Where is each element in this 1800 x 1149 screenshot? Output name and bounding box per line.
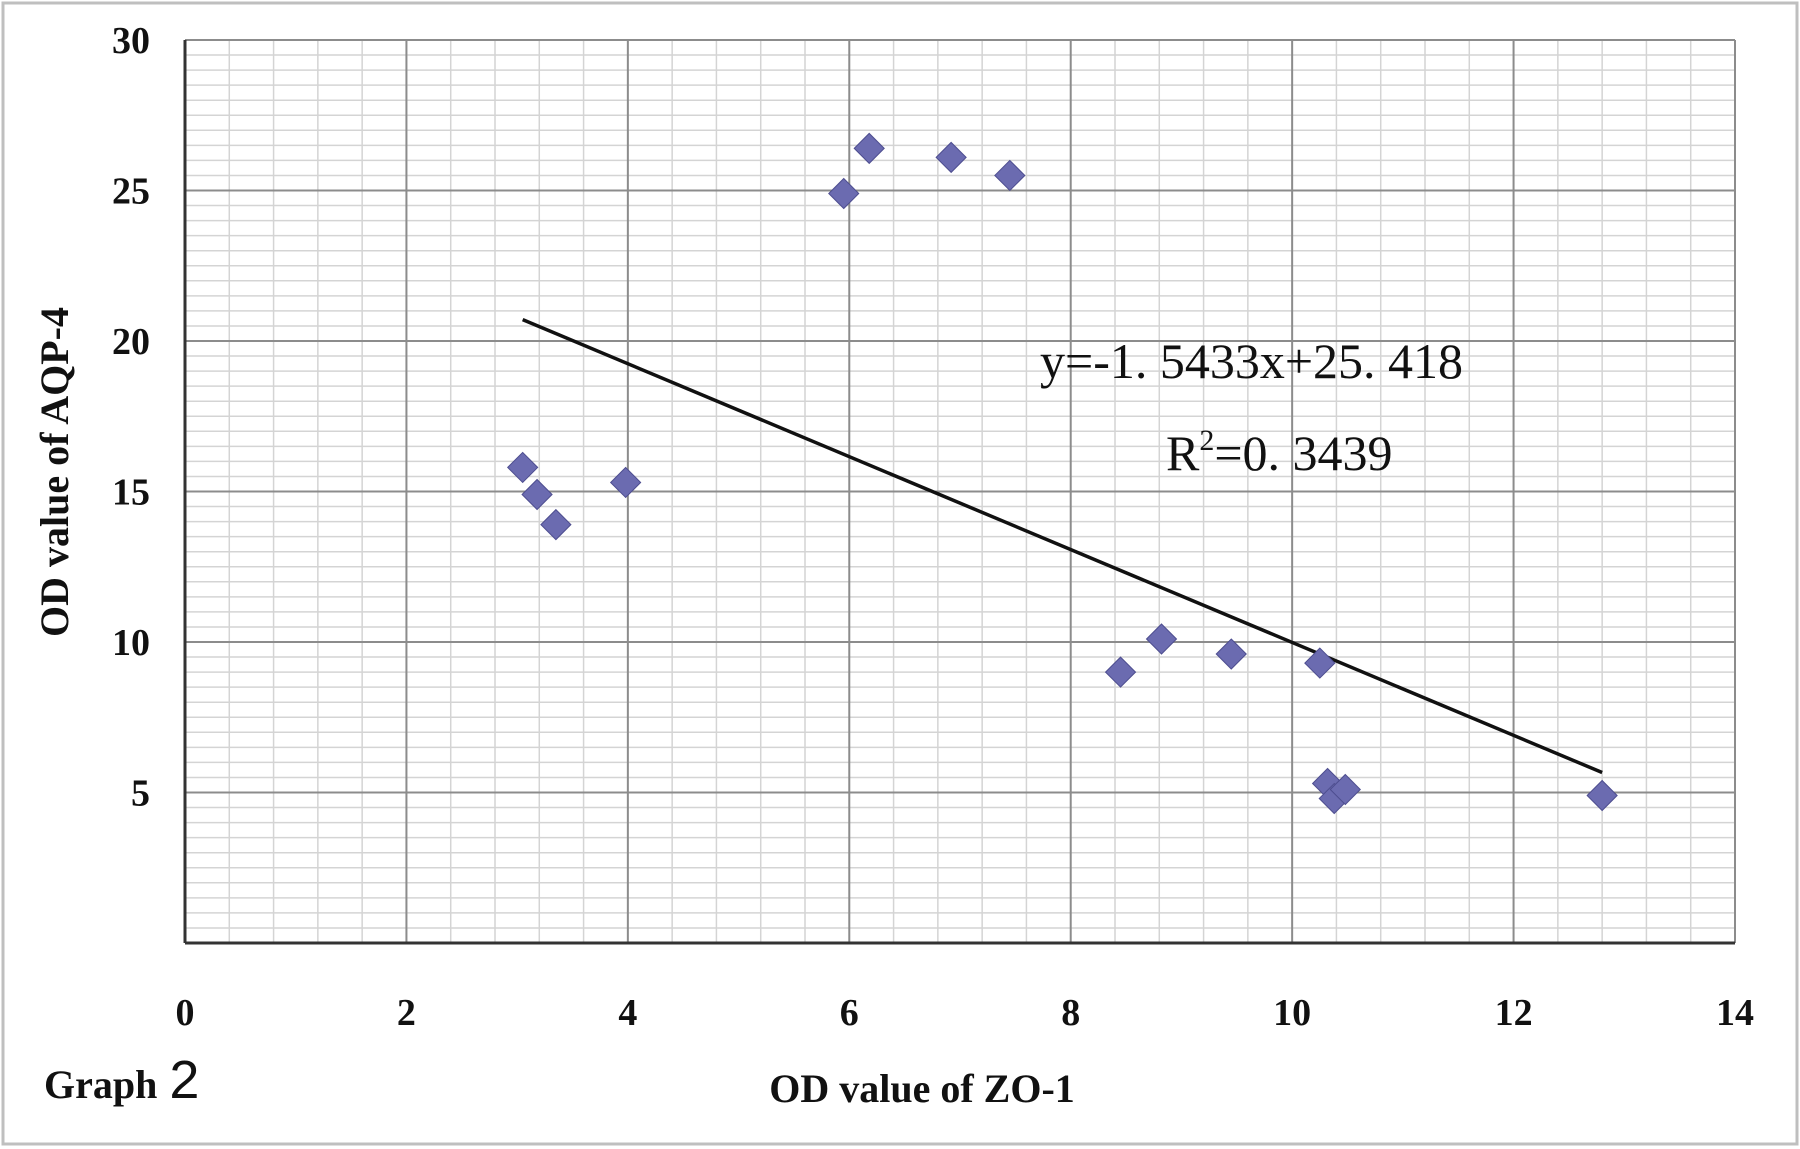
x-tick-label: 14 bbox=[1716, 992, 1754, 1034]
scatter-point bbox=[1329, 773, 1361, 806]
scatter-point bbox=[994, 159, 1026, 192]
x-tick-label: 6 bbox=[840, 992, 859, 1034]
scatter-point bbox=[1145, 623, 1178, 655]
trendline-group bbox=[522, 317, 1603, 775]
r-squared-value: =0. 3439 bbox=[1214, 425, 1392, 481]
y-axis-title: OD value of AQP-4 bbox=[32, 307, 77, 637]
y-tick-label: 10 bbox=[112, 622, 150, 664]
scatter-point bbox=[828, 177, 860, 210]
graph-caption-number: 2 bbox=[169, 1050, 199, 1110]
scatter-point bbox=[609, 466, 642, 499]
y-tick-label: 5 bbox=[131, 773, 150, 815]
scatter-point bbox=[540, 508, 572, 541]
x-tick-label: 12 bbox=[1495, 992, 1533, 1034]
x-tick-label: 0 bbox=[176, 992, 195, 1034]
axes bbox=[183, 40, 1735, 945]
y-tick-label: 15 bbox=[112, 472, 150, 514]
scatter-point bbox=[1586, 779, 1618, 812]
x-tick-labels: 0 2 4 6 8 10 12 14 bbox=[176, 992, 1755, 1034]
y-tick-labels: 5 10 15 20 25 30 bbox=[112, 20, 150, 815]
graph-caption: Graph 2 bbox=[44, 1050, 199, 1110]
y-tick-label: 30 bbox=[112, 20, 150, 62]
scatter-point bbox=[853, 132, 885, 165]
trendline-equation: y=-1. 5433x+25. 418 bbox=[1040, 333, 1463, 389]
x-tick-label: 4 bbox=[618, 992, 637, 1034]
scatter-point bbox=[1304, 647, 1336, 679]
r-squared-prefix: R bbox=[1166, 425, 1200, 481]
graph-caption-word: Graph bbox=[44, 1062, 157, 1107]
x-tick-label: 2 bbox=[397, 992, 416, 1034]
r-squared-superscript: 2 bbox=[1199, 424, 1214, 457]
x-tick-label: 10 bbox=[1273, 992, 1311, 1034]
y-tick-label: 20 bbox=[112, 321, 150, 363]
scatter-point bbox=[1104, 656, 1137, 688]
r-squared-label: R2=0. 3439 bbox=[1166, 424, 1393, 481]
x-tick-label: 8 bbox=[1061, 992, 1080, 1034]
scatter-point bbox=[935, 141, 967, 174]
scatter-point bbox=[1215, 638, 1247, 670]
major-gridlines bbox=[185, 39, 1736, 943]
trendline bbox=[522, 317, 1603, 775]
x-axis-title: OD value of ZO-1 bbox=[769, 1066, 1075, 1111]
y-tick-label: 25 bbox=[112, 171, 150, 213]
data-points bbox=[506, 132, 1618, 815]
scatter-point bbox=[506, 451, 539, 484]
scatter-point bbox=[521, 478, 553, 511]
